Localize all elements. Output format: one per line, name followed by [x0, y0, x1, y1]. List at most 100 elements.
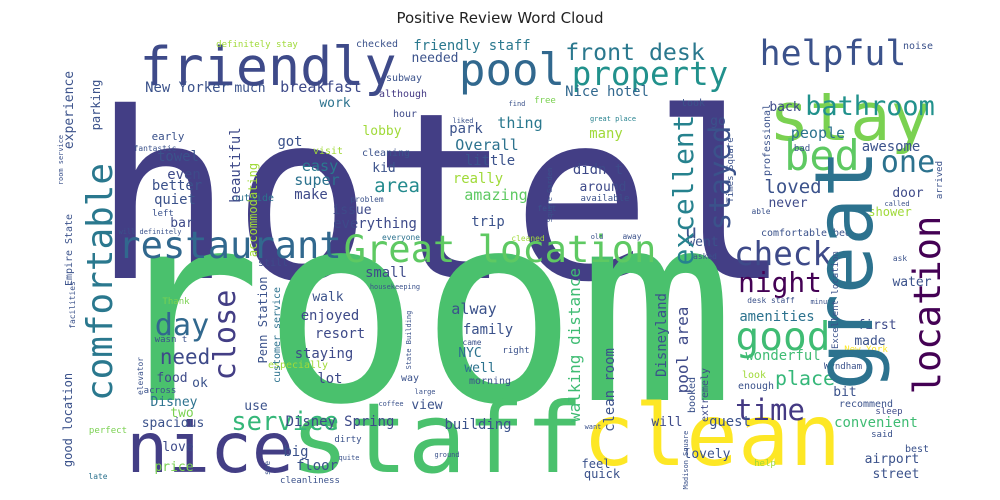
- word: coffee: [378, 400, 403, 408]
- word: spacious: [142, 416, 205, 431]
- word: right: [502, 346, 529, 356]
- word: Overall: [455, 136, 519, 154]
- word: service: [231, 407, 339, 437]
- word: restaurant: [118, 224, 341, 267]
- word: definitely stay: [216, 40, 298, 50]
- word: morning: [469, 376, 511, 387]
- word: noise: [903, 41, 933, 52]
- word: Madison Square: [682, 431, 690, 490]
- word: arrived: [935, 161, 945, 199]
- word: shower: [868, 205, 912, 219]
- word: Great location: [344, 228, 657, 271]
- word: front desk: [565, 39, 705, 66]
- word: price: [154, 460, 193, 475]
- word: although: [379, 89, 427, 100]
- word: issue: [332, 203, 371, 218]
- word: Times Square: [726, 137, 736, 202]
- word: good: [736, 314, 831, 360]
- word: pool area: [673, 307, 692, 394]
- word: stayed: [703, 126, 737, 231]
- word: door: [892, 186, 923, 201]
- word: u: [685, 219, 697, 243]
- word: park: [449, 121, 483, 137]
- word: Excellent location: [831, 251, 841, 349]
- word: enough: [738, 381, 774, 392]
- word: convenient: [834, 415, 918, 431]
- word: said: [871, 430, 893, 440]
- word: desk staff: [747, 296, 795, 305]
- word: great place: [590, 115, 636, 123]
- word: day: [155, 308, 209, 343]
- word: friendly: [139, 35, 396, 98]
- word: around: [580, 180, 627, 195]
- word: professional: [762, 104, 773, 176]
- word: back: [769, 100, 800, 115]
- word: close: [208, 290, 243, 381]
- word: view: [411, 398, 442, 413]
- chart-title: Positive Review Word Cloud: [396, 9, 603, 27]
- word: street: [873, 467, 920, 482]
- word: friendly staff: [413, 38, 530, 54]
- word: available: [580, 194, 629, 204]
- word: recommend: [839, 399, 893, 410]
- word: ask: [893, 254, 907, 263]
- word: resort: [315, 326, 365, 342]
- word: awesome: [862, 139, 921, 155]
- word: really: [453, 171, 503, 187]
- word: feel: [581, 457, 610, 471]
- word: everything: [333, 216, 417, 232]
- word: lovely: [684, 447, 731, 462]
- word: old: [591, 233, 604, 241]
- word: hotel: [93, 63, 791, 333]
- word: well: [464, 361, 495, 376]
- word: lot: [317, 371, 342, 387]
- word: loved: [764, 176, 821, 198]
- word: booked: [687, 377, 698, 413]
- word: property: [572, 55, 728, 93]
- word: want: [585, 423, 602, 431]
- word: came: [463, 338, 482, 347]
- word: bad: [794, 144, 810, 154]
- word: location: [906, 216, 949, 395]
- word: amazing: [464, 186, 528, 204]
- word: towel: [157, 149, 199, 165]
- word: bathroom: [805, 91, 935, 122]
- word: facilities: [68, 281, 77, 328]
- word: sleep: [875, 407, 902, 417]
- word: Square Garden: [546, 168, 554, 222]
- word: Thank: [162, 297, 190, 307]
- word: place: [775, 366, 835, 390]
- word: accommodating: [246, 163, 260, 257]
- word: look: [742, 370, 766, 381]
- word: experience: [62, 71, 77, 149]
- word: make: [294, 187, 328, 203]
- word: airport: [865, 452, 920, 467]
- word: Empire State: [64, 214, 75, 286]
- word: alway: [451, 300, 496, 318]
- word: enjoyed: [301, 308, 360, 324]
- word: bit: [833, 385, 856, 400]
- word: perfect: [89, 426, 127, 436]
- word: beautiful: [228, 127, 244, 202]
- word: better: [152, 178, 202, 194]
- word: Nice hotel: [565, 84, 649, 100]
- word: good location: [61, 373, 75, 467]
- word: cleanliness: [280, 476, 340, 486]
- word: Disneyland: [654, 293, 670, 377]
- word: lobby: [362, 124, 401, 139]
- word: help: [754, 459, 776, 469]
- word: housekeeping: [370, 283, 420, 291]
- word: two: [170, 406, 193, 421]
- word: area: [374, 175, 420, 197]
- word: easy: [302, 157, 338, 175]
- word: check: [734, 235, 832, 273]
- word: felt: [538, 204, 557, 213]
- word: fantastic: [134, 144, 177, 153]
- word: family: [463, 322, 513, 338]
- word: never: [768, 196, 807, 211]
- word: cleaned: [511, 234, 544, 243]
- word: outside: [232, 193, 274, 204]
